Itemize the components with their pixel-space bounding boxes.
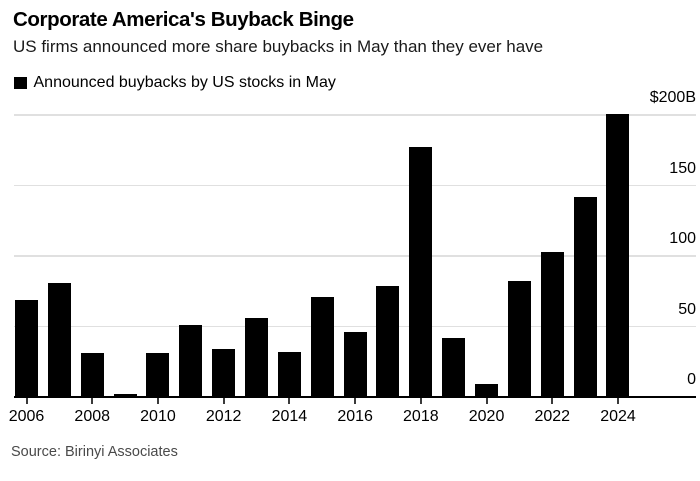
y-axis-label-0: 0	[687, 371, 696, 388]
bar-2021	[507, 281, 531, 397]
x-axis-label-2016: 2016	[337, 408, 373, 425]
x-tick-2018	[419, 398, 422, 404]
bar-2020	[475, 384, 499, 397]
y-axis-label-100: 100	[669, 230, 696, 247]
gridline-50	[14, 325, 696, 328]
gridline-100	[14, 255, 696, 257]
x-axis-label-2006: 2006	[8, 408, 45, 425]
x-tick-2012	[222, 398, 225, 404]
bar-2013	[245, 318, 269, 397]
bar-2023	[573, 196, 597, 397]
x-tick-2024	[616, 398, 619, 404]
bar-2014	[277, 351, 301, 397]
x-axis-label-2010: 2010	[140, 408, 176, 425]
x-axis-baseline	[14, 395, 696, 398]
legend: Announced buybacks by US stocks in May	[14, 74, 336, 92]
y-axis-label-200: $200B	[649, 89, 696, 106]
bar-2006	[15, 299, 38, 397]
y-axis-label-150: 150	[669, 159, 696, 177]
bar-2018	[409, 147, 433, 397]
x-axis-label-2022: 2022	[534, 408, 571, 425]
x-axis-label-2018: 2018	[403, 408, 439, 425]
bar-2007	[47, 282, 71, 397]
bar-2017	[376, 285, 400, 397]
x-axis-label-2014: 2014	[271, 408, 308, 425]
y-axis-label-50: 50	[678, 300, 696, 318]
x-tick-2008	[91, 398, 94, 404]
x-tick-2016	[354, 398, 357, 404]
bar-2022	[540, 251, 564, 397]
gridline-150	[14, 184, 696, 187]
bar-2024	[606, 113, 630, 397]
x-axis-label-2012: 2012	[205, 408, 242, 425]
x-tick-2006	[25, 398, 28, 404]
x-tick-2020	[485, 398, 488, 404]
x-tick-2022	[551, 398, 554, 404]
legend-label: Announced buybacks by US stocks in May	[33, 74, 336, 91]
bar-2015	[310, 296, 334, 397]
bar-2016	[343, 332, 367, 397]
chart-subtitle: US firms announced more share buybacks i…	[13, 37, 544, 56]
legend-swatch-icon	[14, 76, 27, 90]
bar-2011	[179, 325, 203, 397]
x-tick-2010	[156, 398, 159, 404]
bar-2019	[442, 337, 466, 397]
bar-2012	[212, 349, 236, 397]
x-tick-2014	[288, 398, 291, 404]
x-axis-label-2020: 2020	[468, 408, 505, 425]
bar-2008	[80, 353, 104, 397]
source-note: Source: Birinyi Associates	[11, 444, 178, 460]
bar-2010	[146, 353, 170, 397]
x-axis-label-2024: 2024	[600, 408, 636, 425]
gridline-200	[14, 114, 696, 116]
chart-title: Corporate America's Buyback Binge	[13, 8, 354, 31]
x-axis-label-2008: 2008	[74, 408, 111, 425]
